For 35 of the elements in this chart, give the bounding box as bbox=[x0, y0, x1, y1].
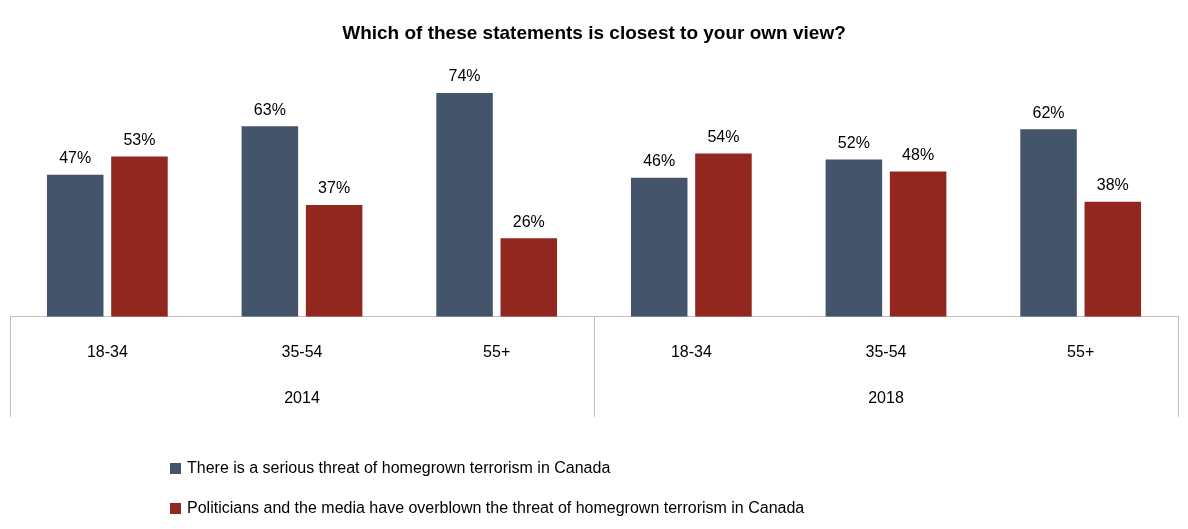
bar bbox=[889, 171, 947, 317]
bar bbox=[1020, 129, 1077, 317]
bar bbox=[46, 174, 104, 317]
data-label: 38% bbox=[1096, 176, 1129, 194]
data-label: 53% bbox=[123, 130, 156, 148]
bar bbox=[825, 159, 883, 317]
bar bbox=[305, 204, 363, 317]
x-tick-label: 35-54 bbox=[865, 342, 907, 360]
legend-label: There is a serious threat of homegrown terrorism in Canada bbox=[187, 459, 611, 477]
data-label: 48% bbox=[902, 146, 935, 164]
bar bbox=[500, 238, 558, 317]
bar bbox=[695, 153, 752, 317]
data-label: 37% bbox=[318, 179, 351, 197]
data-label: 74% bbox=[448, 67, 481, 85]
x-tick-label: 18-34 bbox=[86, 342, 128, 360]
x-tick-label: 18-34 bbox=[670, 342, 712, 360]
data-label: 52% bbox=[837, 133, 870, 151]
text: 2014 bbox=[284, 389, 320, 407]
data-label: 54% bbox=[707, 127, 740, 145]
x-tick-label: 55+ bbox=[1067, 342, 1095, 360]
data-label: 63% bbox=[253, 100, 286, 118]
data-label: 46% bbox=[643, 152, 676, 170]
bar bbox=[241, 126, 299, 317]
bar bbox=[111, 156, 168, 317]
x-tick-label: 55+ bbox=[483, 342, 511, 360]
x-tick-label: 35-54 bbox=[281, 342, 323, 360]
bar bbox=[436, 92, 493, 317]
data-label: 62% bbox=[1032, 103, 1065, 121]
data-label: 47% bbox=[59, 149, 92, 167]
chart-title: Which of these statements is closest to your own view? bbox=[342, 21, 846, 43]
data-label: 26% bbox=[512, 212, 545, 230]
bar bbox=[630, 177, 688, 317]
text: 2018 bbox=[868, 389, 904, 407]
bar bbox=[1084, 201, 1142, 317]
legend-label: Politicians and the media have overblown the threat of homegrown terrorism in Canada bbox=[187, 499, 805, 517]
